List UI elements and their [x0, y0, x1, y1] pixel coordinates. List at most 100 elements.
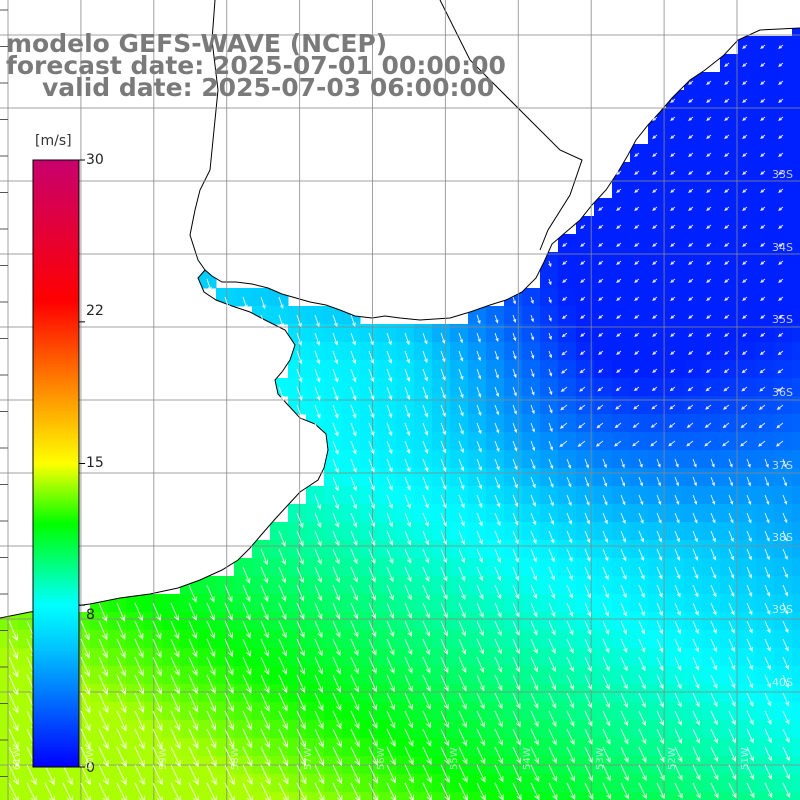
wind-arrow — [782, 620, 789, 634]
speed-cell — [666, 360, 685, 379]
wind-arrow — [710, 566, 717, 579]
speed-cell — [738, 108, 757, 127]
wind-arrow — [741, 350, 748, 356]
speed-cell — [738, 234, 757, 253]
speed-cell — [774, 288, 793, 307]
speed-cell — [756, 324, 775, 343]
wind-arrow — [512, 728, 521, 746]
wind-arrow — [710, 512, 716, 524]
wind-arrow — [134, 710, 145, 732]
colorbar — [32, 159, 85, 768]
wind-arrow — [584, 512, 590, 525]
wind-arrow — [670, 134, 676, 139]
wind-arrow — [638, 620, 646, 635]
wind-arrow — [742, 314, 748, 319]
speed-cell — [792, 738, 800, 757]
wind-arrow — [746, 602, 753, 616]
wind-arrow — [620, 584, 627, 599]
wind-arrow — [242, 674, 252, 694]
wind-arrow — [386, 350, 393, 364]
wind-arrow — [350, 422, 357, 437]
wind-arrow — [638, 602, 645, 617]
wind-arrow — [332, 350, 339, 365]
speed-cell — [594, 414, 613, 433]
speed-cell — [774, 72, 793, 91]
wind-arrow — [440, 332, 446, 344]
speed-cell — [612, 288, 631, 307]
wind-arrow — [670, 260, 676, 265]
speed-cell — [792, 270, 800, 289]
wind-arrow — [260, 314, 266, 328]
speed-cell — [738, 162, 757, 181]
wind-arrow — [368, 548, 376, 565]
wind-arrow — [764, 512, 770, 524]
wind-arrow — [476, 710, 485, 728]
wind-arrow — [778, 224, 784, 229]
wind-arrow — [562, 260, 568, 265]
speed-cell — [630, 378, 649, 397]
speed-cell — [612, 432, 631, 451]
speed-cell — [576, 306, 595, 325]
wind-arrow — [350, 404, 357, 419]
wind-arrow — [638, 674, 646, 690]
speed-cell — [738, 72, 757, 91]
wind-arrow — [440, 692, 449, 710]
wind-arrow — [742, 206, 748, 211]
wind-arrow — [760, 98, 766, 103]
wind-arrow — [512, 296, 517, 305]
wind-arrow — [170, 674, 180, 695]
wind-arrow — [692, 620, 699, 635]
speed-cell — [792, 774, 800, 793]
wind-arrow — [566, 728, 575, 746]
wind-arrow — [724, 350, 730, 355]
wind-arrow — [386, 422, 393, 437]
speed-cell — [432, 792, 451, 800]
wind-arrow — [598, 350, 604, 355]
wind-arrow — [296, 530, 304, 547]
wind-arrow — [764, 764, 773, 780]
wind-arrow — [692, 548, 699, 561]
wind-arrow — [674, 602, 681, 616]
wind-arrow — [314, 422, 321, 437]
wind-arrow — [724, 242, 730, 247]
wind-arrow — [778, 314, 784, 319]
speed-cell — [756, 306, 775, 325]
wind-arrow — [188, 728, 199, 750]
wind-arrow — [638, 692, 646, 708]
wind-arrow — [775, 440, 784, 447]
wind-arrow — [777, 368, 784, 374]
wind-arrow — [458, 746, 468, 765]
speed-cell — [738, 36, 757, 55]
wind-arrow — [688, 98, 694, 103]
wind-arrow — [656, 566, 663, 580]
speed-cell — [576, 252, 595, 271]
wind-arrow — [188, 692, 198, 713]
wind-arrow — [278, 746, 289, 767]
wind-arrow — [170, 656, 180, 677]
speed-cell — [594, 252, 613, 271]
wind-arrow — [602, 476, 608, 487]
wind-arrow — [530, 440, 536, 452]
wind-arrow — [152, 746, 163, 768]
wind-arrow — [598, 224, 604, 229]
wind-arrow — [652, 332, 658, 337]
model-title: modelo GEFS-WAVE (NCEP) — [6, 29, 388, 58]
wind-arrow — [494, 674, 503, 692]
speed-cell — [648, 342, 667, 361]
speed-cell — [702, 324, 721, 343]
wind-arrow — [566, 566, 573, 581]
wind-arrow — [494, 638, 502, 655]
wind-arrow — [706, 80, 712, 85]
wind-arrow — [494, 548, 501, 563]
wind-arrow — [692, 584, 699, 598]
wind-arrow — [710, 728, 718, 744]
wind-arrow — [760, 242, 766, 247]
wind-arrow — [566, 458, 572, 469]
wind-arrow — [760, 224, 766, 229]
speed-cell — [774, 54, 793, 73]
wind-arrow — [650, 422, 658, 428]
wind-arrow — [314, 548, 322, 565]
speed-cell — [648, 144, 667, 163]
speed-cell — [54, 792, 73, 800]
wind-arrow — [634, 350, 640, 355]
